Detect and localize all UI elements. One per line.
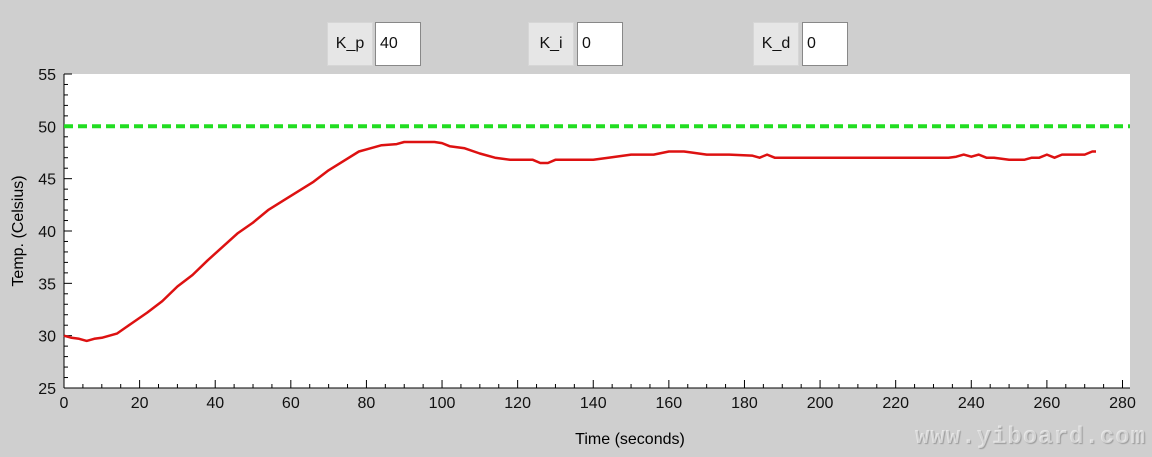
x-tick-label: 260 — [1034, 395, 1061, 412]
x-tick-label: 280 — [1109, 395, 1136, 412]
kp-input[interactable] — [375, 22, 421, 66]
y-tick-label: 35 — [38, 276, 56, 293]
plot-area — [64, 74, 1130, 388]
ki-input[interactable] — [577, 22, 623, 66]
x-axis-label: Time (seconds) — [575, 431, 685, 448]
kd-input[interactable] — [802, 22, 848, 66]
x-tick-label: 180 — [731, 395, 758, 412]
x-tick-label: 20 — [131, 395, 149, 412]
x-tick-label: 120 — [504, 395, 531, 412]
x-tick-label: 140 — [580, 395, 607, 412]
x-tick-label: 80 — [358, 395, 376, 412]
x-tick-label: 200 — [807, 395, 834, 412]
y-tick-label: 55 — [38, 67, 56, 84]
watermark: www.yiboard.com — [914, 424, 1146, 451]
y-tick-label: 40 — [38, 224, 56, 241]
x-tick-label: 40 — [206, 395, 224, 412]
x-tick-label: 60 — [282, 395, 300, 412]
x-tick-label: 240 — [958, 395, 985, 412]
y-tick-label: 30 — [38, 329, 56, 346]
y-tick-label: 50 — [38, 119, 56, 136]
y-tick-label: 45 — [38, 172, 56, 189]
y-axis-label: Temp. (Celsius) — [10, 175, 27, 286]
y-tick-label: 25 — [38, 381, 56, 398]
kp-label: K_p — [327, 22, 373, 66]
x-tick-label: 100 — [429, 395, 456, 412]
temperature-line — [63, 140, 1096, 343]
x-tick-label: 220 — [882, 395, 909, 412]
ki-label: K_i — [528, 22, 574, 66]
x-tick-label: 0 — [60, 395, 69, 412]
x-tick-label: 160 — [656, 395, 683, 412]
kd-label: K_d — [753, 22, 799, 66]
